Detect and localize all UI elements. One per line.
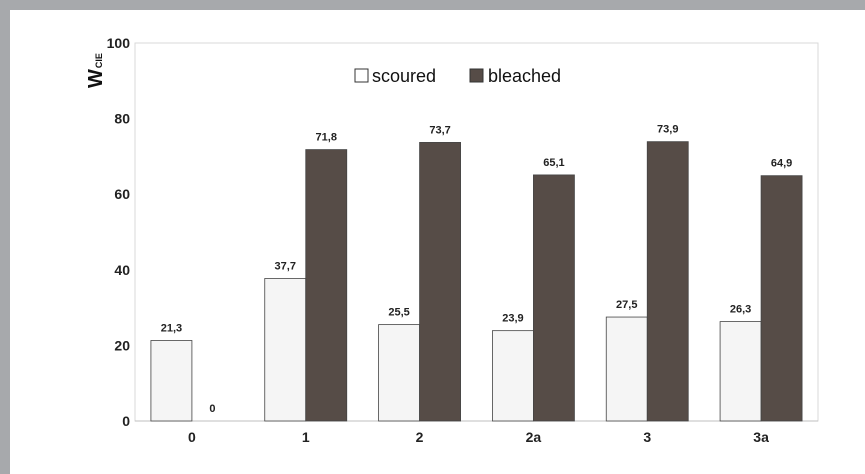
- data-label-bleached: 64,9: [771, 158, 792, 170]
- y-tick-label: 20: [114, 337, 130, 353]
- legend-label-scoured: scoured: [372, 66, 436, 86]
- x-tick-label: 3: [643, 429, 651, 445]
- data-label-scoured: 37,7: [275, 260, 296, 272]
- data-label-scoured: 25,5: [388, 307, 409, 319]
- bar-bleached: [760, 175, 803, 422]
- legend-label-bleached: bleached: [488, 66, 561, 86]
- legend-swatch-bleached: [469, 68, 484, 83]
- bar-bleached: [646, 141, 689, 422]
- data-label-bleached: 65,1: [543, 157, 564, 169]
- plot-area: [134, 42, 819, 422]
- data-label-scoured: 26,3: [730, 304, 751, 316]
- bar-bleached: [419, 142, 461, 422]
- plot-area-border: [134, 42, 819, 422]
- y-tick-label: 40: [114, 262, 130, 278]
- bar-scoured: [150, 340, 193, 422]
- legend-swatch-scoured: [354, 68, 369, 83]
- bar-bleached: [305, 149, 348, 422]
- x-tick-label: 3a: [753, 429, 769, 445]
- data-label-bleached: 71,8: [316, 132, 337, 144]
- y-tick-label: 100: [107, 35, 131, 51]
- data-label-scoured: 21,3: [161, 322, 182, 334]
- data-label-scoured: 23,9: [502, 313, 523, 325]
- x-axis: 0 1 2 2a 3 3a: [135, 420, 818, 445]
- data-label-bleached: 73,9: [657, 124, 678, 136]
- legend: scoured bleached: [354, 66, 561, 86]
- chart-frame: 0 20 40 60 80 100 0 1 2 2a 3 3a 21,3 0 37,7 71,8 25,5 7…: [10, 10, 865, 474]
- x-tick-label: 1: [302, 429, 310, 445]
- bar-bleached: [533, 174, 575, 422]
- bar-scoured: [264, 278, 307, 422]
- bar-scoured: [492, 330, 534, 422]
- data-label-scoured: 27,5: [616, 299, 637, 311]
- x-tick-label: 2: [416, 429, 424, 445]
- data-label-bleached: 73,7: [429, 124, 450, 136]
- y-tick-label: 0: [122, 413, 130, 429]
- y-axis-title: WCIE: [85, 53, 107, 88]
- x-tick-label: 2a: [526, 429, 542, 445]
- x-tick-label: 0: [188, 429, 196, 445]
- bar-scoured: [378, 324, 420, 422]
- bar-chart: 0 20 40 60 80 100 0 1 2 2a 3 3a 21,3 0 37,7 71,8 25,5 7…: [85, 35, 819, 445]
- y-axis: 0 20 40 60 80 100: [107, 35, 131, 429]
- y-tick-label: 80: [114, 111, 130, 127]
- bar-scoured: [719, 321, 762, 422]
- bar-scoured: [605, 316, 648, 422]
- data-label-bleached: 0: [209, 403, 215, 415]
- bars: 21,3 0 37,7 71,8 25,5 73,7 23,9 65,1 27,5 73,9 26,…: [150, 124, 803, 422]
- y-tick-label: 60: [114, 186, 130, 202]
